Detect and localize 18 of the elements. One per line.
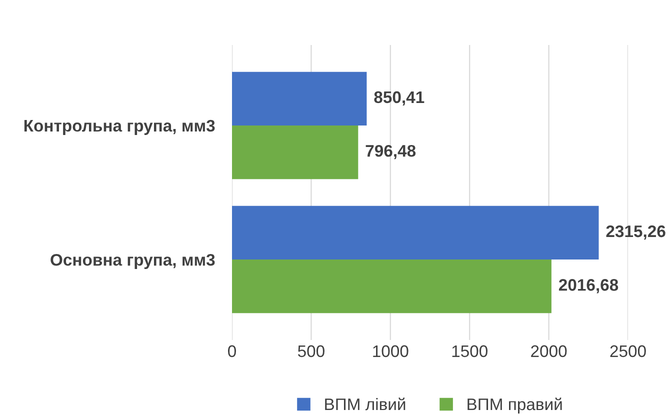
data-label: 2016,68 <box>558 279 618 294</box>
data-label: 850,41 <box>374 91 424 106</box>
x-tick-label: 0 <box>228 345 236 358</box>
bar <box>232 125 358 180</box>
bar <box>232 206 599 260</box>
legend-label: ВПМ правий <box>468 398 562 414</box>
bar <box>232 260 552 314</box>
x-tick-label: 1500 <box>452 345 488 358</box>
legend-label: ВПМ лівий <box>325 398 406 410</box>
bar <box>232 72 367 126</box>
x-tick-label: 2500 <box>610 345 646 358</box>
y-tick-label: Контрольна група, мм3 <box>24 120 215 135</box>
data-label: 2315,26 <box>606 225 666 240</box>
data-label: 796,48 <box>366 144 416 160</box>
y-tick-label: Основна група, мм3 <box>50 254 215 270</box>
x-tick-label: 500 <box>298 345 324 358</box>
x-tick-label: 1000 <box>373 345 408 358</box>
x-tick-label: 2000 <box>531 345 567 358</box>
